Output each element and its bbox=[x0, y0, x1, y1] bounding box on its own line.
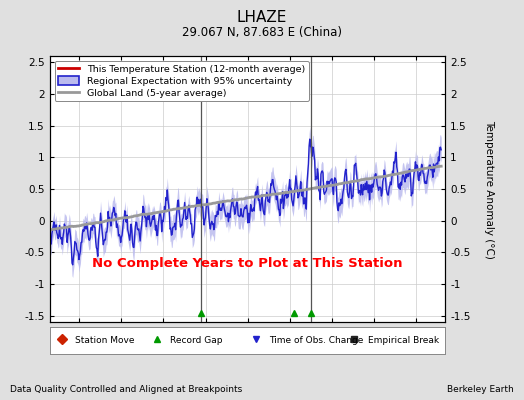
Text: Data Quality Controlled and Aligned at Breakpoints: Data Quality Controlled and Aligned at B… bbox=[10, 385, 243, 394]
Text: LHAZE: LHAZE bbox=[237, 10, 287, 25]
Text: Time of Obs. Change: Time of Obs. Change bbox=[269, 336, 364, 346]
Y-axis label: Temperature Anomaly (°C): Temperature Anomaly (°C) bbox=[485, 120, 495, 258]
Text: Station Move: Station Move bbox=[75, 336, 135, 346]
Text: No Complete Years to Plot at This Station: No Complete Years to Plot at This Statio… bbox=[92, 257, 403, 270]
Text: Berkeley Earth: Berkeley Earth bbox=[447, 385, 514, 394]
Legend: This Temperature Station (12-month average), Regional Expectation with 95% uncer: This Temperature Station (12-month avera… bbox=[54, 61, 309, 101]
Text: 29.067 N, 87.683 E (China): 29.067 N, 87.683 E (China) bbox=[182, 26, 342, 39]
Text: Empirical Break: Empirical Break bbox=[368, 336, 440, 346]
Text: Record Gap: Record Gap bbox=[170, 336, 223, 346]
